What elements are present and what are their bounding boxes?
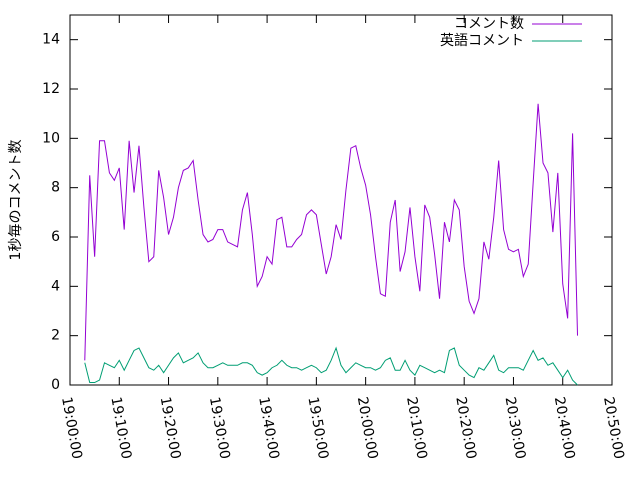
x-tick-label: 20:20:00 xyxy=(452,396,479,461)
y-tick-label: 10 xyxy=(42,130,60,146)
legend-label: コメント数 xyxy=(454,16,524,32)
x-tick-label: 20:50:00 xyxy=(600,396,627,461)
x-tick-label: 20:10:00 xyxy=(403,396,430,461)
x-tick-label: 19:50:00 xyxy=(304,396,331,461)
x-tick-label: 19:00:00 xyxy=(58,396,85,461)
x-tick-label: 20:00:00 xyxy=(354,396,381,461)
data-line xyxy=(84,346,578,386)
y-tick-label: 14 xyxy=(42,32,60,48)
y-tick-label: 8 xyxy=(51,180,60,196)
data-line xyxy=(84,103,579,361)
y-tick-label: 4 xyxy=(51,278,60,294)
y-tick-label: 12 xyxy=(42,81,60,97)
y-tick-label: 2 xyxy=(51,328,60,344)
x-tick-label: 19:30:00 xyxy=(206,396,233,461)
x-tick-label: 19:10:00 xyxy=(107,396,134,461)
plot-frame xyxy=(69,14,613,386)
x-tick-label: 19:40:00 xyxy=(255,396,282,461)
y-tick-label: 6 xyxy=(51,229,60,245)
x-tick-label: 20:30:00 xyxy=(502,396,529,461)
legend-label: 英語コメント xyxy=(440,32,524,49)
x-tick-label: 19:20:00 xyxy=(157,396,184,461)
y-tick-label: 0 xyxy=(51,377,60,393)
x-tick-label: 20:40:00 xyxy=(551,396,578,461)
y-axis-label: 1秒毎のコメント数 xyxy=(8,140,24,261)
